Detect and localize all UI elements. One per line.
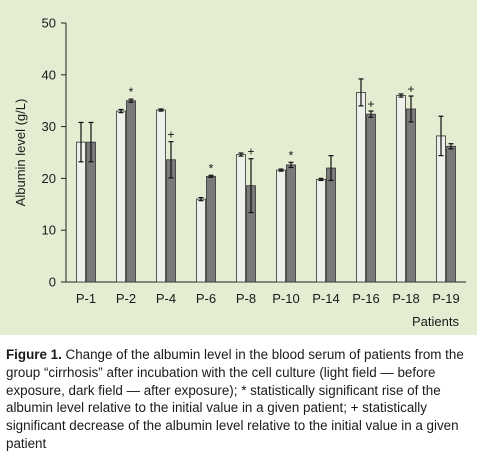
caption-label: Figure 1.	[6, 347, 62, 362]
significance-mark: *	[289, 148, 294, 162]
x-tick-label: P-6	[196, 291, 216, 306]
y-tick-label: 0	[49, 275, 56, 290]
albumin-bar-chart: 0 10 20 30 40 50 Albumin level (g/L) P-1 * P-2 + P-…	[13, 16, 466, 329]
significance-mark: *	[209, 161, 214, 175]
significance-mark: +	[247, 145, 254, 159]
x-tick-label: P-8	[236, 291, 256, 306]
y-tick-label: 10	[42, 223, 56, 238]
figure-caption: Figure 1. Change of the albumin level in…	[6, 346, 469, 453]
significance-mark: +	[167, 128, 174, 142]
bar-before	[276, 169, 286, 283]
x-tick-label: P-16	[352, 291, 379, 306]
bar-before	[396, 95, 406, 283]
y-tick-label: 40	[42, 67, 56, 82]
significance-mark: *	[129, 85, 134, 99]
x-tick-label: P-4	[156, 291, 176, 306]
x-tick-label: P-18	[392, 291, 419, 306]
bar-after	[206, 175, 216, 283]
chart-panel: 0 10 20 30 40 50 Albumin level (g/L) P-1 * P-2 + P-…	[0, 0, 477, 335]
x-tick-label: P-10	[272, 291, 299, 306]
bar-before	[116, 110, 126, 283]
y-tick-label: 50	[42, 16, 56, 31]
bar-after	[446, 145, 456, 283]
x-tick-label: P-1	[76, 291, 96, 306]
bar-after	[286, 164, 296, 283]
bar-after	[86, 141, 96, 283]
bar-before	[316, 179, 326, 283]
significance-mark: +	[367, 97, 374, 111]
y-axis-label: Albumin level (g/L)	[13, 99, 28, 207]
x-tick-label: P-19	[432, 291, 459, 306]
caption-text: Change of the albumin level in the blood…	[6, 347, 464, 451]
bar-before	[436, 135, 446, 283]
x-axis-label: Patients	[412, 314, 459, 329]
bar-before	[156, 109, 166, 283]
bar-before	[196, 198, 206, 283]
bar-after	[126, 100, 136, 283]
bar-after	[326, 167, 336, 283]
significance-mark: +	[407, 82, 414, 96]
x-tick-label: P-2	[116, 291, 136, 306]
bar-before	[236, 154, 246, 283]
y-tick-label: 30	[42, 119, 56, 134]
bar-before	[356, 92, 366, 283]
bar-after	[366, 113, 376, 283]
y-tick-label: 20	[42, 171, 56, 186]
bar-after	[406, 108, 416, 283]
bar-before	[76, 141, 86, 283]
x-tick-label: P-14	[312, 291, 339, 306]
